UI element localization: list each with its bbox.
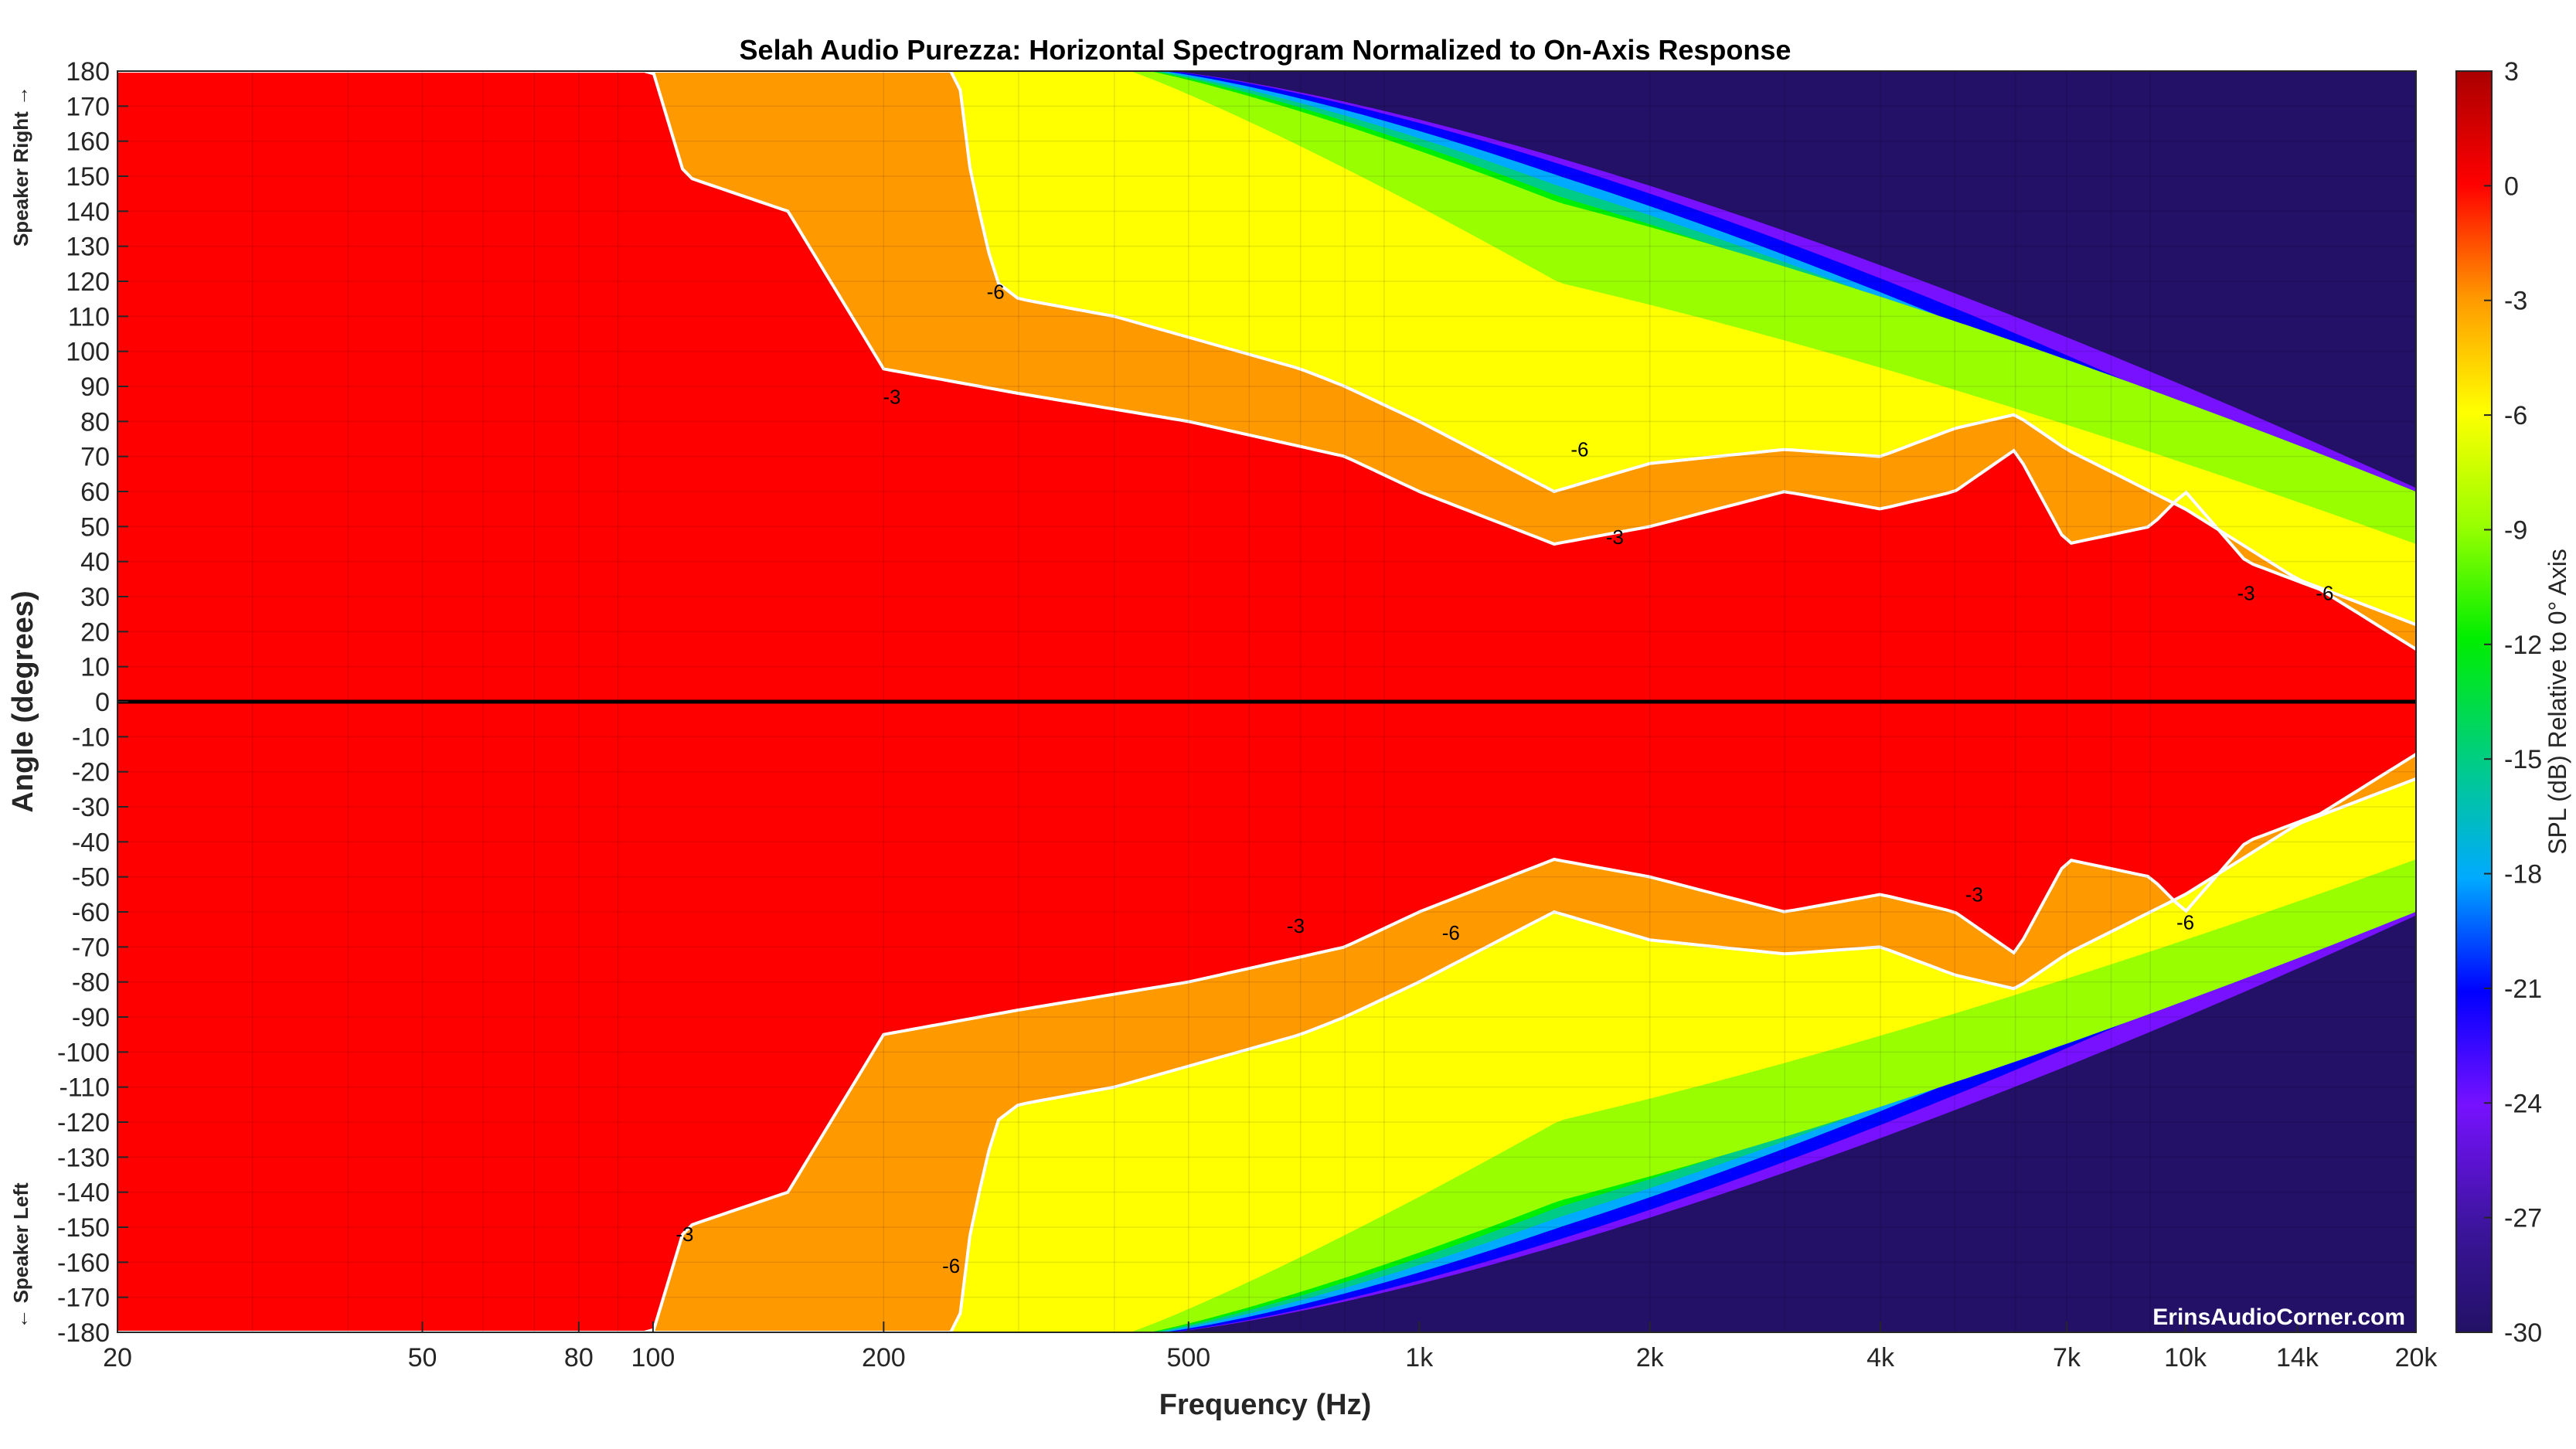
y-tick-label: 70 [80, 443, 110, 472]
colorbar-tick-label: 3 [2504, 57, 2519, 87]
x-tick-label: 20k [2395, 1343, 2438, 1372]
y-tick-label: 30 [80, 583, 110, 612]
contour-label: -6 [1570, 438, 1588, 461]
y-tick-label: 130 [66, 233, 110, 262]
contour-lines [117, 71, 2416, 1332]
band-level--30-right [117, 71, 2416, 488]
x-axis-title: Frequency (Hz) [1159, 1389, 1371, 1421]
x-tick-label: 100 [631, 1343, 675, 1372]
y-tick-label: 120 [66, 267, 110, 297]
y-tick-label: -10 [72, 723, 110, 752]
y-tick-label: 160 [66, 128, 110, 157]
colorbar-tick-label: -21 [2504, 975, 2542, 1004]
y-tick-label: -30 [72, 793, 110, 822]
y-tick-label: -170 [57, 1284, 110, 1313]
contour-label: -3 [1965, 883, 1983, 906]
colorbar-tick-label: -9 [2504, 515, 2527, 545]
contour-label: -6 [942, 1254, 960, 1277]
x-tick-label: 10k [2164, 1343, 2207, 1372]
contour-label: -3 [2237, 581, 2255, 604]
x-tick-label: 500 [1166, 1343, 1210, 1372]
x-tick-label: 14k [2276, 1343, 2319, 1372]
colorbar-tick-label: -15 [2504, 745, 2542, 774]
x-tick-label: 50 [408, 1343, 437, 1372]
y-tick-label: 50 [80, 512, 110, 542]
colorbar-tick-label: -18 [2504, 860, 2542, 889]
plot-area: -6 -3 -6 -3 -3 -6 -3 -6 -3 -6 -3 -6 [117, 71, 2416, 1332]
contour-line--3-right [117, 71, 2416, 651]
chart-title: Selah Audio Purezza: Horizontal Spectrog… [740, 34, 1792, 66]
colorbar-label: SPL (dB) Relative to 0° Axis [2544, 549, 2571, 855]
y-tick-label: 110 [68, 302, 110, 332]
y-tick-label: -110 [59, 1073, 110, 1103]
contour-line--6-right [117, 71, 2416, 627]
y-tick-label: 0 [95, 688, 110, 717]
y-tick-label: 100 [66, 338, 110, 367]
y-tick-label: -160 [57, 1248, 110, 1277]
contour-label: -3 [1287, 914, 1305, 937]
y-tick-label: 60 [80, 478, 110, 507]
contour-line--6-left [117, 777, 2416, 1332]
y-tick-label: -20 [72, 758, 110, 787]
contour-label: -6 [2176, 911, 2194, 934]
y-tick-label: 80 [80, 407, 110, 437]
contour-label: -3 [675, 1223, 693, 1246]
x-tick-label: 7k [2053, 1343, 2081, 1372]
y-axis-title: Angle (degrees) [7, 590, 39, 812]
x-tick-label: 4k [1866, 1343, 1895, 1372]
contour-label: -6 [2316, 581, 2333, 604]
y-tick-label: 20 [80, 617, 110, 647]
contour-labels: -6 -3 -6 -3 -3 -6 -3 -6 -3 -6 -3 -6 [675, 281, 2333, 1277]
y-tick-label: -80 [72, 968, 110, 998]
colorbar-tick-label: -24 [2504, 1089, 2542, 1118]
grid-lines [117, 71, 2416, 1332]
band-level--30-left [117, 915, 2416, 1332]
watermark: ErinsAudioCorner.com [2152, 1304, 2405, 1330]
x-tick-label: 2k [1636, 1343, 1665, 1372]
x-tick-label: 20 [103, 1343, 132, 1372]
contour-label: -6 [987, 281, 1005, 304]
speaker-right-label: Speaker Right → [9, 86, 32, 247]
y-tick-label: 10 [80, 653, 110, 682]
y-tick-label: 150 [66, 162, 110, 192]
colorbar-tick-label: -30 [2504, 1318, 2542, 1348]
y-tick-label: 180 [66, 57, 110, 87]
colorbar-tick-label: -3 [2504, 287, 2527, 316]
x-tick-label: 80 [564, 1343, 594, 1372]
colorbar-tick-label: -6 [2504, 401, 2527, 430]
x-axis-ticks: 20 50 80 100 200 500 1k 2k 4k 7k 10k 14k 20k [103, 1321, 2438, 1372]
contour-label: -3 [883, 386, 900, 409]
colorbar-tick-label: 0 [2504, 172, 2519, 201]
y-tick-label: -100 [57, 1038, 110, 1067]
colorbar-ticks: 3 0 -3 -6 -9 -12 -15 -18 -21 -24 -27 -30 [2484, 57, 2542, 1348]
y-tick-label: -40 [72, 828, 110, 857]
x-tick-label: 200 [862, 1343, 906, 1372]
y-tick-label: -130 [57, 1143, 110, 1172]
contour-label: -3 [1606, 526, 1624, 549]
y-tick-label: -150 [57, 1213, 110, 1243]
y-tick-label: -60 [72, 898, 110, 927]
y-tick-label: -50 [72, 863, 110, 893]
contour-label: -6 [1442, 921, 1460, 944]
y-tick-label: -70 [72, 933, 110, 962]
x-tick-label: 1k [1405, 1343, 1434, 1372]
y-tick-label: -180 [57, 1318, 110, 1348]
contour-line--3-left [117, 753, 2416, 1332]
y-tick-label: 90 [80, 372, 110, 402]
y-tick-label: -120 [57, 1108, 110, 1138]
colorbar-gradient [2455, 70, 2493, 1333]
y-axis-ticks: 1801701601501401301201101009080706050403… [57, 57, 128, 1348]
y-tick-label: 40 [80, 548, 110, 577]
colorbar: 3 0 -3 -6 -9 -12 -15 -18 -21 -24 -27 -30 [2455, 57, 2542, 1348]
colorbar-tick-label: -12 [2504, 631, 2542, 660]
y-tick-label: -140 [57, 1179, 110, 1208]
speaker-left-label: ← Speaker Left [9, 1182, 32, 1329]
y-tick-label: 170 [66, 92, 110, 121]
y-tick-label: 140 [66, 197, 110, 226]
colorbar-tick-label: -27 [2504, 1204, 2542, 1233]
y-tick-label: -90 [72, 1003, 110, 1032]
